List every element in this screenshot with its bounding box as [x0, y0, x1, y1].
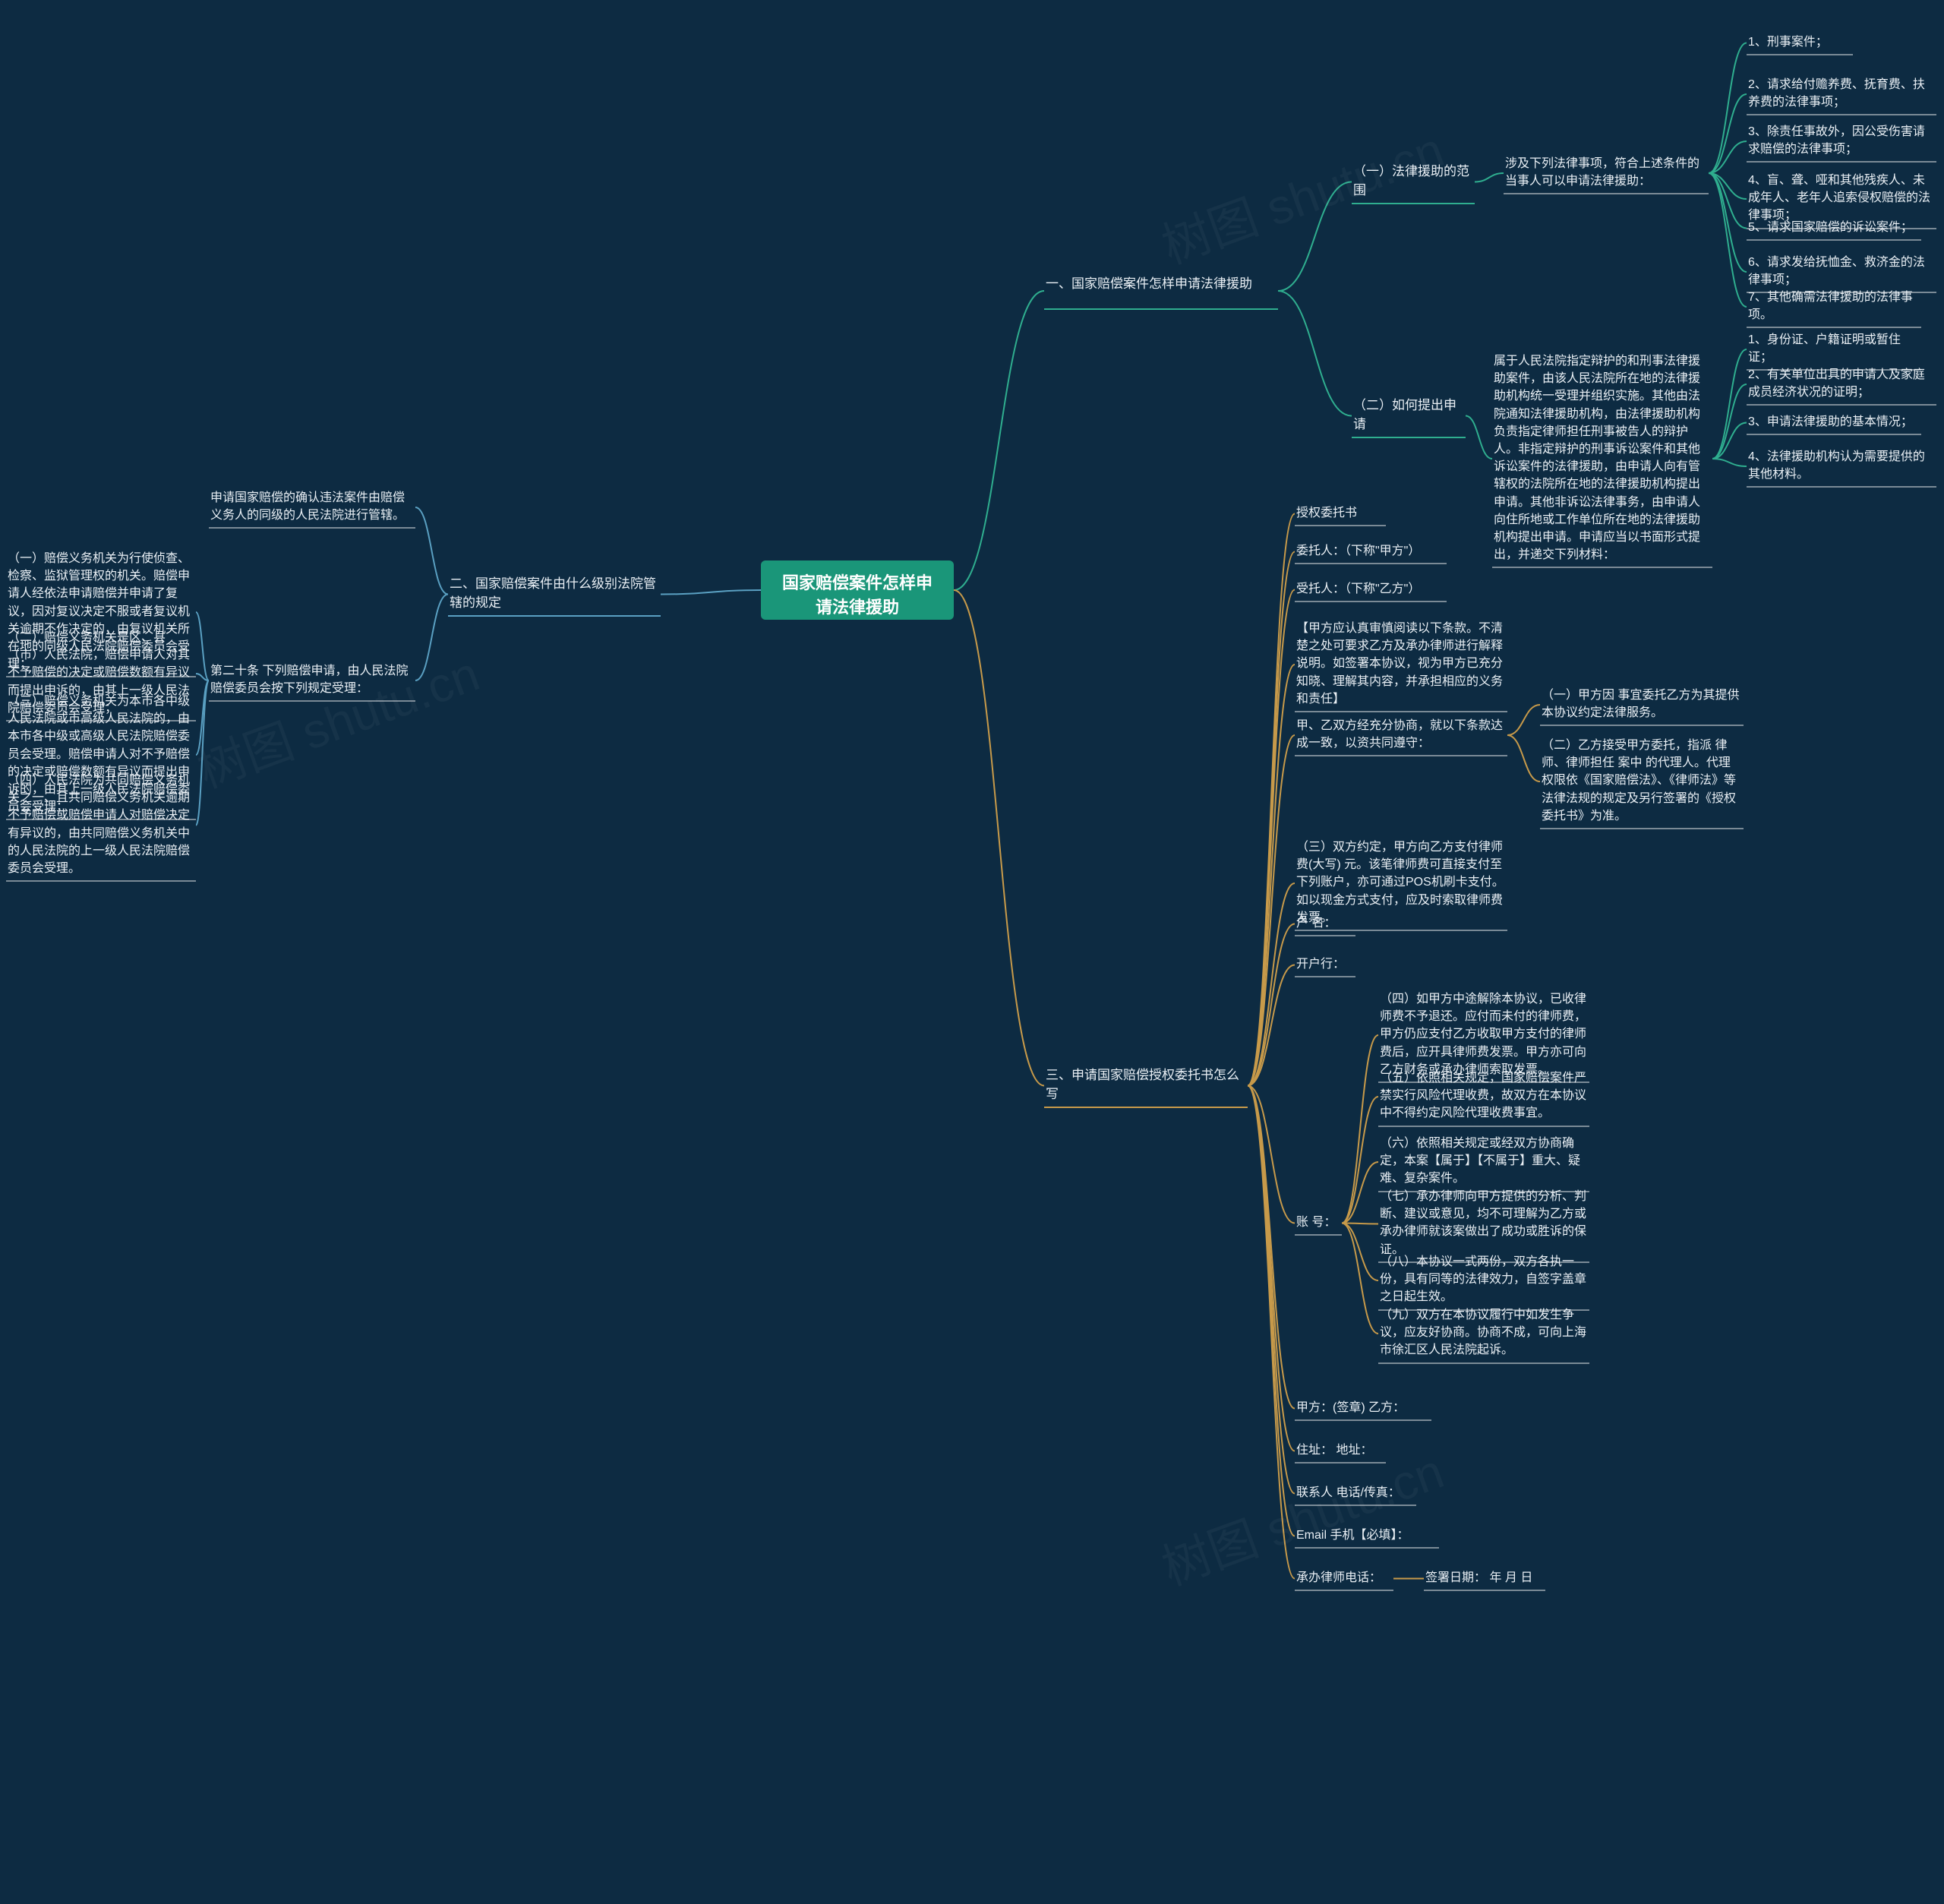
- mindmap-node: 户 名：: [1295, 911, 1355, 936]
- mindmap-node: 3、申请法律援助的基本情况；: [1747, 410, 1921, 435]
- mindmap-node: 甲、乙双方经充分协商，就以下条款达成一致，以资共同遵守：: [1295, 714, 1507, 756]
- mindmap-node: （六）依照相关规定或经双方协商确定，本案【属于】【不属于】重大、疑难、复杂案件。: [1378, 1132, 1589, 1192]
- mindmap-node: （八）本协议一式两份，双方各执一份，具有同等的法律效力，自签字盖章之日起生效。: [1378, 1250, 1589, 1311]
- mindmap-node: 申请国家赔偿的确认违法案件由赔偿义务人的同级的人民法院进行管辖。: [209, 486, 415, 529]
- mindmap-node: 甲方：(签章) 乙方：: [1295, 1396, 1431, 1421]
- mindmap-node: 联系人 电话/传真：: [1295, 1481, 1416, 1506]
- mindmap-node: 二、国家赔偿案件由什么级别法院管辖的规定: [448, 572, 661, 617]
- mindmap-node: 委托人：（下称"甲方"）: [1295, 539, 1447, 564]
- mindmap-node: （四）人民法院为共同赔偿义务机关之一、且共同赔偿义务机关逾期不予赔偿或赔偿申请人…: [6, 769, 196, 882]
- mindmap-node: 3、除责任事故外，因公受伤害请求赔偿的法律事项；: [1747, 120, 1936, 163]
- mindmap-node: 授权委托书: [1295, 501, 1386, 526]
- mindmap-node: （一）甲方因 事宜委托乙方为其提供本协议约定法律服务。: [1540, 684, 1744, 726]
- mindmap-edges: [0, 0, 1944, 1904]
- mindmap-node: 签署日期： 年 月 日: [1424, 1566, 1545, 1591]
- mindmap-node: （二）如何提出申请: [1352, 393, 1466, 438]
- mindmap-node: 属于人民法院指定辩护的和刑事法律援助案件，由该人民法院所在地的法律援助机构统一受…: [1492, 349, 1712, 568]
- mindmap-node: 受托人：（下称"乙方"）: [1295, 577, 1447, 602]
- mindmap-node: 住址： 地址：: [1295, 1438, 1386, 1464]
- mindmap-node: （九）双方在本协议履行中如发生争议，应友好协商。协商不成，可向上海市徐汇区人民法…: [1378, 1303, 1589, 1364]
- mindmap-root: 国家赔偿案件怎样申请法律援助: [761, 560, 954, 620]
- mindmap-node: 7、其他确需法律援助的法律事项。: [1747, 286, 1921, 328]
- mindmap-node: 涉及下列法律事项，符合上述条件的当事人可以申请法律援助：: [1504, 152, 1709, 194]
- mindmap-node: Email 手机【必填】：: [1295, 1524, 1439, 1549]
- mindmap-node: （一）法律援助的范围: [1352, 159, 1475, 204]
- mindmap-node: 三、申请国家赔偿授权委托书怎么写: [1044, 1063, 1248, 1108]
- mindmap-node: 1、刑事案件；: [1747, 30, 1853, 55]
- mindmap-node: （二）乙方接受甲方委托，指派 律师、律师担任 案中 的代理人。代理权限依《国家赔…: [1540, 734, 1744, 829]
- mindmap-node: 2、请求给付赡养费、抚育费、扶养费的法律事项；: [1747, 73, 1936, 115]
- mindmap-node: 5、请求国家赔偿的诉讼案件；: [1747, 216, 1921, 241]
- mindmap-node: 第二十条 下列赔偿申请，由人民法院赔偿委员会按下列规定受理：: [209, 659, 415, 702]
- mindmap-node: 账 号：: [1295, 1211, 1342, 1236]
- mindmap-node: 【甲方应认真审慎阅读以下条款。不清楚之处可要求乙方及承办律师进行解释说明。如签署…: [1295, 617, 1507, 712]
- mindmap-node: 4、法律援助机构认为需要提供的其他材料。: [1747, 445, 1936, 488]
- mindmap-node: 2、有关单位出具的申请人及家庭成员经济状况的证明；: [1747, 363, 1936, 406]
- mindmap-node: 一、国家赔偿案件怎样申请法律援助: [1044, 272, 1278, 310]
- mindmap-node: 承办律师电话：: [1295, 1566, 1393, 1591]
- mindmap-node: 开户行：: [1295, 952, 1355, 977]
- mindmap-node: （五）依照相关规定，国家赔偿案件严禁实行风险代理收费，故双方在本协议中不得约定风…: [1378, 1066, 1589, 1127]
